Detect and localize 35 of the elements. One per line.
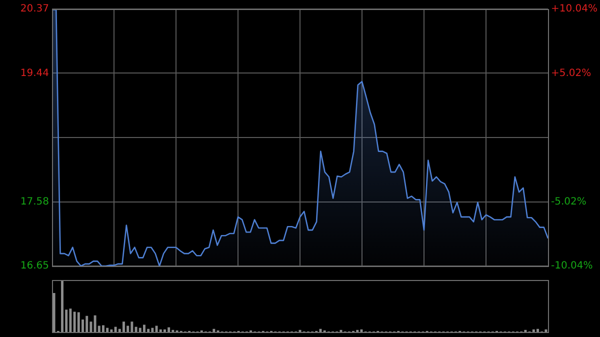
- bar: [536, 328, 539, 332]
- bar: [106, 328, 109, 332]
- bar: [52, 293, 56, 332]
- bar: [151, 328, 154, 332]
- bar: [143, 324, 146, 332]
- bar: [122, 322, 125, 332]
- bar: [114, 326, 117, 332]
- bar: [69, 308, 72, 332]
- y-tick-label: 20.37: [20, 4, 49, 15]
- bar: [532, 329, 535, 332]
- bar: [155, 326, 158, 332]
- bar: [212, 328, 216, 332]
- bar: [94, 315, 96, 332]
- y-tick-label: 19.44: [20, 68, 49, 79]
- bar: [73, 312, 76, 332]
- bar: [102, 325, 104, 332]
- bar: [147, 328, 150, 332]
- y-tick-label: 17.58: [20, 196, 49, 208]
- bar: [86, 316, 88, 332]
- bar: [168, 327, 170, 332]
- bar: [110, 329, 113, 332]
- bar: [134, 326, 138, 332]
- y2-tick-label: +5.02%: [551, 68, 592, 79]
- y2-tick-label: +10.04%: [551, 4, 598, 15]
- bar: [159, 329, 162, 332]
- y2-tick-label: -10.04%: [551, 260, 593, 272]
- y2-tick-label: -5.02%: [551, 196, 586, 208]
- bar: [77, 312, 80, 332]
- bar: [130, 322, 134, 332]
- y-tick-label: 16.65: [20, 260, 49, 272]
- bar: [61, 280, 64, 332]
- bar: [138, 328, 142, 332]
- bar: [126, 326, 130, 332]
- bar: [164, 329, 166, 332]
- bar: [544, 329, 548, 332]
